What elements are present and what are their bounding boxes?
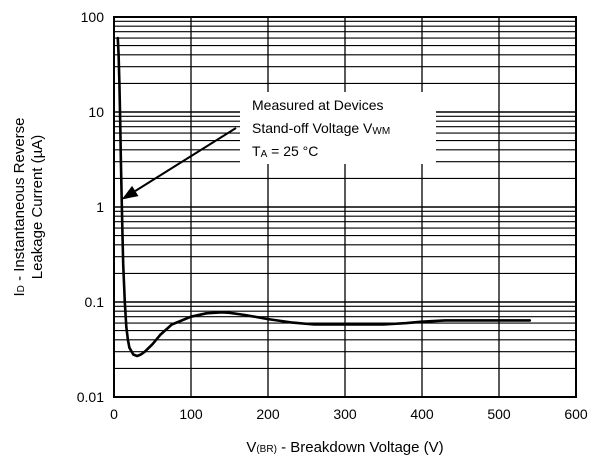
y-axis-label-line-1-main: I xyxy=(11,292,28,296)
y-tick-label: 10 xyxy=(88,104,104,120)
annotation-arrow xyxy=(134,127,237,192)
x-tick-label: 500 xyxy=(487,406,511,422)
annotation-line-1: Measured at Devices xyxy=(252,97,384,113)
y-axis-label: ID - Instantaneous Reverse Leakage Curre… xyxy=(11,118,46,297)
y-tick-label: 100 xyxy=(81,9,105,25)
x-tick-label: 300 xyxy=(333,406,357,422)
plot-frame xyxy=(113,16,577,398)
x-axis-label-sub: (BR) xyxy=(256,444,277,455)
x-tick-label: 200 xyxy=(256,406,280,422)
x-axis-label: V(BR) - Breakdown Voltage (V) xyxy=(246,439,443,456)
annotation-arrowhead xyxy=(121,185,139,200)
series-line-leakage-current xyxy=(116,36,532,358)
annotation-line-2: Stand-off Voltage VWM xyxy=(252,120,390,137)
y-tick-label: 1 xyxy=(96,199,104,215)
x-tick-label: 600 xyxy=(564,406,588,422)
y-axis-label-line-1-rest: - Instantaneous Reverse xyxy=(11,118,28,286)
grid xyxy=(114,17,576,397)
annotation-line-2-main: Stand-off Voltage V xyxy=(252,120,373,136)
annotation-box xyxy=(240,92,436,164)
y-tick-label: 0.01 xyxy=(77,389,104,405)
x-tick-labels: 0 100 200 300 400 500 600 xyxy=(110,406,588,422)
annotation-line-3-sub: A xyxy=(261,149,268,160)
x-axis-label-rest: - Breakdown Voltage (V) xyxy=(277,439,444,456)
annotation-line-3: TA = 25 °C xyxy=(252,143,318,160)
x-axis-label-main: V xyxy=(246,439,256,456)
annotation-line-2-sub: WM xyxy=(372,126,390,137)
y-axis-label-line-2: Leakage Current (µA) xyxy=(29,135,46,280)
annotation-line-3-main: T xyxy=(252,143,261,159)
y-axis-label-line-1: ID - Instantaneous Reverse xyxy=(11,118,28,297)
y-tick-labels: 0.01 0.1 1 10 100 xyxy=(77,9,104,405)
x-tick-label: 100 xyxy=(179,406,203,422)
x-tick-label: 400 xyxy=(410,406,434,422)
annotation-line-3-rest: = 25 °C xyxy=(267,143,318,159)
y-axis-label-line-1-sub: D xyxy=(16,285,27,292)
y-tick-label: 0.1 xyxy=(85,294,105,310)
x-tick-label: 0 xyxy=(110,406,118,422)
